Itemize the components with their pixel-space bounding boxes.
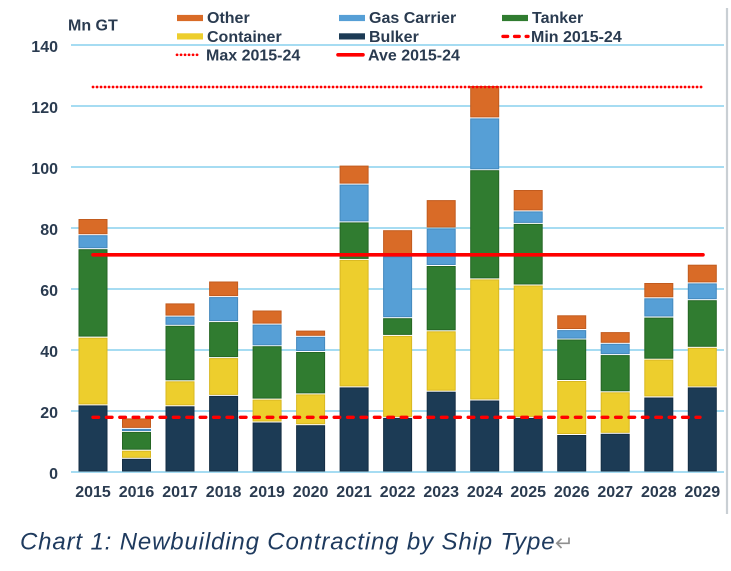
svg-text:120: 120 [31,100,58,117]
svg-text:Min 2015-24: Min 2015-24 [531,29,622,46]
svg-text:40: 40 [40,344,58,361]
svg-text:2027: 2027 [597,484,633,501]
svg-text:2020: 2020 [293,484,329,501]
svg-text:2024: 2024 [467,484,503,501]
svg-text:20: 20 [40,405,58,422]
svg-text:Chart 1: Newbuilding Contracti: Chart 1: Newbuilding Contracting by Ship… [20,529,555,556]
svg-text:2026: 2026 [554,484,590,501]
svg-text:2029: 2029 [685,484,721,501]
svg-text:60: 60 [40,283,58,300]
svg-text:2018: 2018 [206,484,242,501]
svg-text:100: 100 [31,161,58,178]
svg-text:2016: 2016 [119,484,155,501]
svg-text:2022: 2022 [380,484,416,501]
svg-text:Container: Container [207,29,282,46]
svg-text:2023: 2023 [423,484,459,501]
svg-text:Mn GT: Mn GT [68,17,118,34]
svg-text:Bulker: Bulker [369,29,419,46]
svg-text:2021: 2021 [336,484,372,501]
svg-text:2028: 2028 [641,484,677,501]
svg-text:0: 0 [49,466,58,483]
svg-text:2017: 2017 [162,484,198,501]
svg-text:Max 2015-24: Max 2015-24 [206,48,300,65]
svg-text:Ave 2015-24: Ave 2015-24 [368,48,460,65]
svg-text:2025: 2025 [510,484,546,501]
svg-text:2015: 2015 [75,484,111,501]
svg-text:140: 140 [31,39,58,56]
svg-text:Gas Carrier: Gas Carrier [369,10,456,27]
svg-text:Tanker: Tanker [532,10,583,27]
svg-text:Other: Other [207,10,250,27]
svg-text:2019: 2019 [249,484,285,501]
svg-text:80: 80 [40,222,58,239]
